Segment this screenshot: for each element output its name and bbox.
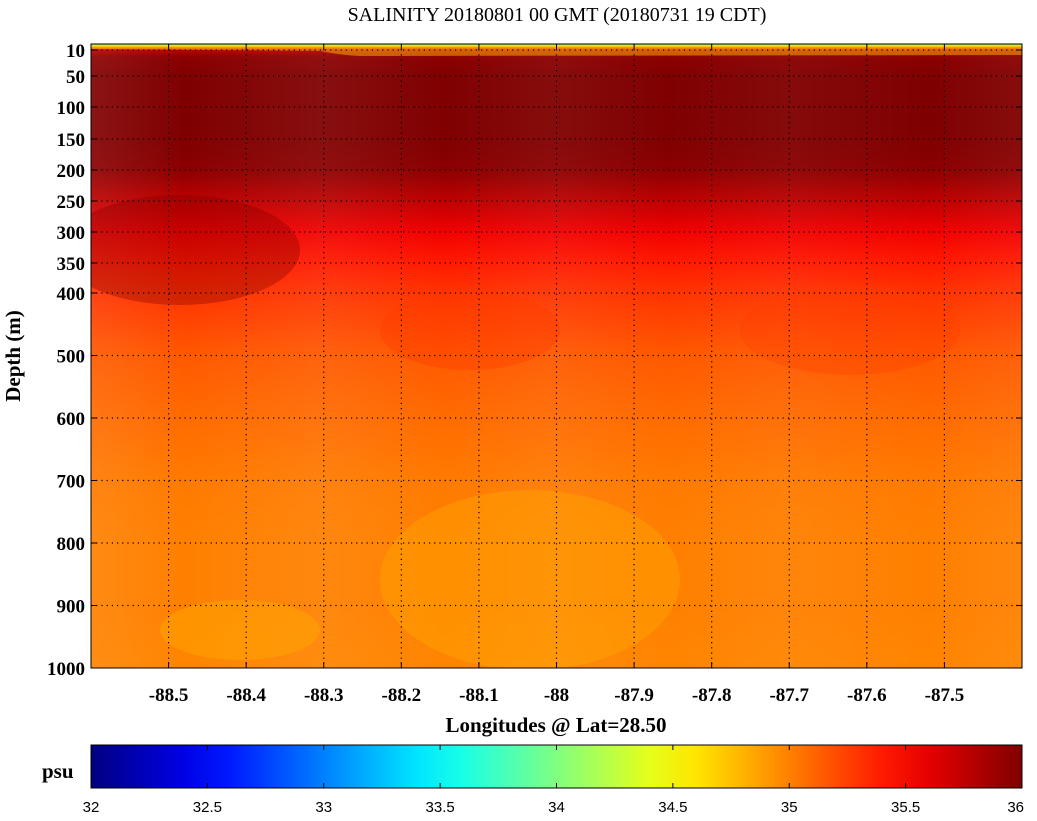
x-tick-label: -87.9 xyxy=(614,685,654,706)
y-axis: 10 50 100 150 200 250 300 350 400 500 600 700 800 900… xyxy=(47,41,1022,680)
y-tick-label: 250 xyxy=(57,192,86,213)
heatmap-area xyxy=(91,44,1022,668)
x-tick-label: -88.5 xyxy=(149,685,189,706)
colorbar-axis: 32 32.5 33 33.5 34 34.5 35 35.5 36 xyxy=(83,745,1024,816)
colorbar-tick-label: 35.5 xyxy=(891,799,920,816)
heatmap-deep-patch xyxy=(91,195,300,305)
y-tick-label: 700 xyxy=(57,472,86,493)
y-tick-label: 600 xyxy=(57,409,86,430)
y-tick-label: 500 xyxy=(57,347,86,368)
y-tick-label: 900 xyxy=(57,597,86,618)
x-tick-label: -87.8 xyxy=(692,685,732,706)
heatmap-patch xyxy=(380,290,560,370)
y-tick-label: 200 xyxy=(57,161,86,182)
y-tick-label: 800 xyxy=(57,534,86,555)
y-tick-label: 10 xyxy=(66,41,85,62)
colorbar-tick-label: 34 xyxy=(548,799,565,816)
chart-title: SALINITY 20180801 00 GMT (20180731 19 CD… xyxy=(348,4,767,26)
heatmap-patch xyxy=(740,285,960,375)
colorbar-tick-label: 32 xyxy=(83,799,100,816)
colorbar-tick-label: 33 xyxy=(315,799,332,816)
heatmap-patch xyxy=(160,600,320,660)
colorbar-tick-label: 34.5 xyxy=(658,799,687,816)
y-tick-label: 150 xyxy=(57,130,86,151)
x-tick-label: -87.6 xyxy=(847,685,887,706)
x-tick-label: -88.3 xyxy=(304,685,344,706)
y-tick-label: 400 xyxy=(57,284,86,305)
colorbar-tick-label: 36 xyxy=(1007,799,1024,816)
x-tick-label: -87.7 xyxy=(769,685,809,706)
x-tick-label: -87.5 xyxy=(925,685,965,706)
x-tick-label: -88.4 xyxy=(226,685,266,706)
colorbar-tick-label: 32.5 xyxy=(193,799,222,816)
heatmap-patch xyxy=(380,490,680,668)
y-tick-label: 100 xyxy=(57,98,86,119)
y-tick-label: 350 xyxy=(57,254,86,275)
y-axis-label: Depth (m) xyxy=(1,310,25,402)
y-tick-label: 50 xyxy=(66,67,85,88)
grid xyxy=(91,44,1022,668)
colorbar-unit: psu xyxy=(42,759,74,783)
y-tick-label: 300 xyxy=(57,223,86,244)
colorbar-tick-label: 35 xyxy=(781,799,798,816)
x-tick-label: -88.2 xyxy=(382,685,422,706)
x-tick-label: -88.1 xyxy=(459,685,499,706)
colorbar xyxy=(90,744,1023,789)
y-tick-label: 1000 xyxy=(47,659,85,680)
colorbar-tick-label: 33.5 xyxy=(426,799,455,816)
x-tick-label: -88 xyxy=(544,685,569,706)
x-axis-label: Longitudes @ Lat=28.50 xyxy=(445,713,666,737)
x-axis: -88.5 -88.4 -88.3 -88.2 -88.1 -88 -87.9 -87.8 -8… xyxy=(149,44,964,706)
